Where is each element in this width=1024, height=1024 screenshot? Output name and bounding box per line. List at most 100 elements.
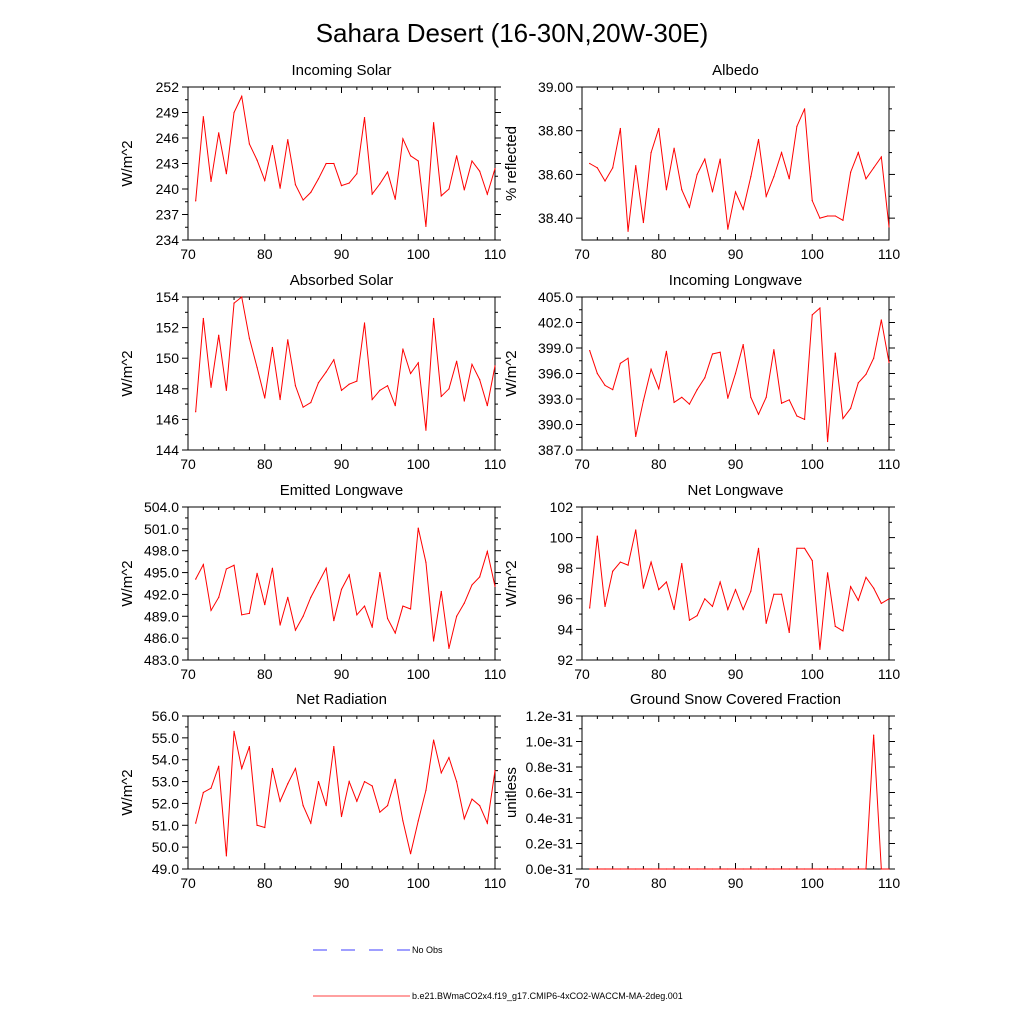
data-point [279, 624, 281, 626]
data-point [880, 319, 882, 321]
data-point [325, 371, 327, 373]
data-point [479, 805, 481, 807]
y-tick-label: 495.0 [144, 565, 179, 581]
data-point [635, 435, 637, 437]
panel-title: Ground Snow Covered Fraction [630, 691, 841, 708]
data-point [340, 588, 343, 590]
data-point [734, 372, 737, 375]
data-point [589, 349, 591, 352]
data-point [348, 780, 350, 783]
data-point [796, 125, 798, 127]
data-point [225, 855, 227, 857]
data-point [448, 756, 450, 759]
data-point [448, 388, 450, 390]
data-point [317, 178, 320, 180]
data-point [750, 176, 752, 178]
data-point [256, 159, 258, 161]
x-tick-label: 110 [484, 875, 507, 891]
panel-net-longwave: 70 80 90 100 110 92 94 96 98 100 102 Net Longwave W/… [503, 482, 900, 682]
data-point [865, 178, 867, 180]
data-point [402, 348, 404, 350]
data-point [742, 208, 744, 210]
data-point [218, 334, 220, 336]
data-point [402, 605, 404, 607]
data-point [811, 868, 813, 870]
data-point [425, 561, 427, 563]
series-line [589, 306, 890, 442]
data-point [302, 805, 304, 807]
data-point [456, 360, 458, 362]
series-line [589, 735, 889, 870]
y-tick-label: 399.0 [538, 340, 573, 356]
data-point [612, 389, 614, 391]
data-point [650, 368, 652, 370]
data-point [425, 789, 427, 791]
data-point [325, 805, 327, 807]
data-point [857, 151, 859, 154]
data-point [463, 189, 465, 191]
data-point [604, 384, 606, 386]
data-point [271, 145, 274, 147]
data-point [333, 620, 335, 622]
data-point [371, 398, 373, 401]
data-point [195, 822, 197, 824]
y-tick-label: 50.0 [152, 839, 179, 855]
data-point [665, 868, 668, 870]
data-point [210, 180, 212, 182]
data-point [658, 868, 660, 870]
data-point [379, 811, 381, 813]
data-point [494, 585, 496, 588]
data-point [210, 609, 212, 612]
data-point [356, 380, 358, 382]
data-point [417, 820, 419, 822]
data-point [711, 605, 714, 608]
data-point [264, 826, 266, 829]
data-point [819, 648, 821, 650]
data-point [409, 372, 412, 375]
x-tick-label: 80 [257, 246, 273, 262]
panel-incoming-solar: 70 80 90 100 110 234 237 240 243 246 249 252 Incomin… [119, 62, 506, 262]
y-tick-label: 54.0 [152, 752, 179, 768]
data-point [340, 815, 343, 818]
data-point [317, 582, 320, 584]
data-point [880, 156, 882, 158]
x-tick-label: 110 [878, 456, 901, 472]
data-point [627, 868, 629, 870]
data-point [788, 868, 790, 870]
data-point [788, 631, 790, 634]
y-tick-label: 56.0 [152, 708, 179, 724]
data-point [433, 122, 435, 124]
data-point [765, 622, 767, 624]
y-axis-label: W/m^2 [503, 350, 520, 396]
data-point [248, 746, 250, 748]
data-point [379, 183, 381, 185]
x-tick-label: 70 [180, 666, 196, 682]
data-point [612, 868, 614, 870]
data-point [417, 160, 419, 162]
data-point [780, 402, 783, 404]
data-point [873, 167, 875, 169]
plot-frame [187, 506, 496, 661]
data-point [696, 868, 698, 870]
data-point [241, 614, 243, 616]
data-point [850, 585, 852, 588]
data-point [650, 561, 652, 563]
panel-albedo: 70 80 90 100 110 38.40 38.60 38.80 39.00 Albedo % … [503, 62, 900, 262]
data-point [486, 550, 488, 553]
data-point [479, 576, 481, 578]
data-point [294, 385, 297, 387]
x-tick-label: 90 [728, 666, 744, 682]
data-point [589, 607, 591, 609]
data-point [596, 535, 598, 537]
data-point [433, 739, 435, 741]
data-point [873, 587, 875, 589]
data-point [865, 373, 867, 375]
data-point [796, 547, 798, 549]
data-point [440, 195, 442, 197]
y-tick-label: 0.4e-31 [526, 810, 574, 826]
data-point [440, 590, 442, 593]
x-tick-label: 100 [407, 456, 431, 472]
y-axis-label: W/m^2 [503, 560, 520, 606]
data-point [241, 296, 243, 298]
x-tick-label: 110 [484, 246, 507, 262]
